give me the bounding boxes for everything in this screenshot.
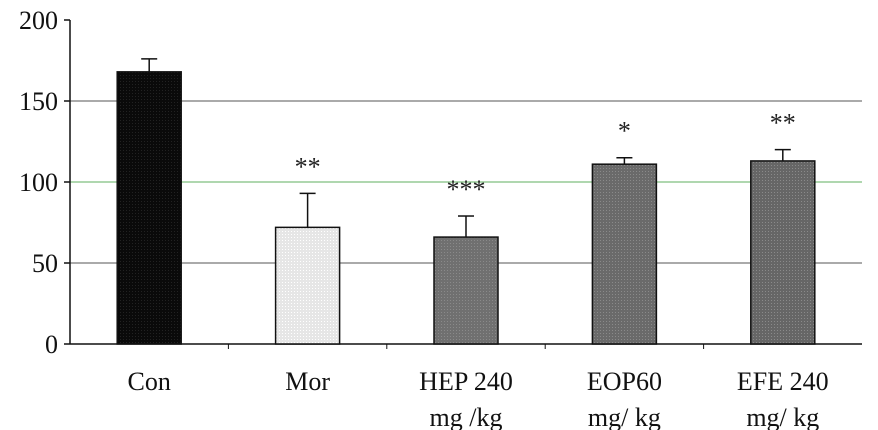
y-tick-label: 100 <box>19 168 58 197</box>
x-tick-label: EOP60 mg/ kg <box>587 367 662 430</box>
x-tick-label: EFE 240 mg/ kg <box>737 367 829 430</box>
bar <box>750 160 816 345</box>
y-tick-label: 0 <box>45 330 58 359</box>
y-tick-label: 50 <box>32 249 58 278</box>
y-tick-label: 150 <box>19 87 58 116</box>
y-tick-label: 200 <box>19 6 58 35</box>
x-tick-label: HEP 240 mg /kg <box>419 367 513 430</box>
significance-label: ** <box>295 152 321 181</box>
bar <box>591 163 658 345</box>
bar <box>274 226 341 345</box>
x-tick-label: Mor <box>285 367 330 396</box>
x-tick-label: Con <box>128 367 171 396</box>
significance-label: *** <box>447 175 486 204</box>
significance-label: ** <box>770 109 796 138</box>
significance-label: * <box>618 117 631 146</box>
bar <box>433 236 499 345</box>
bar <box>116 71 182 345</box>
